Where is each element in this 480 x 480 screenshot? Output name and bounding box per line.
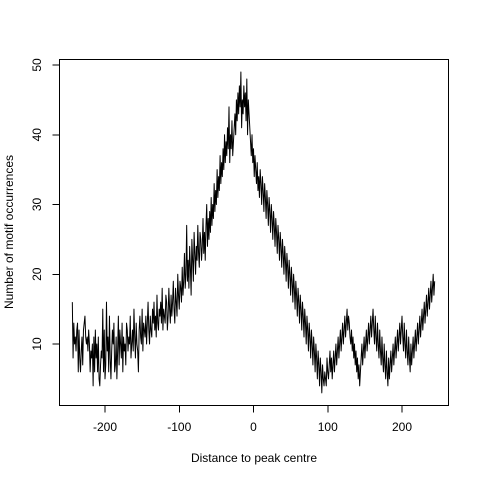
y-tick-label: 30 bbox=[30, 198, 44, 212]
x-axis-label: Distance to peak centre bbox=[191, 451, 317, 465]
y-tick-label: 40 bbox=[30, 128, 44, 142]
x-tick-label: -200 bbox=[93, 420, 117, 434]
x-axis: -200 -100 0 100 200 bbox=[93, 405, 412, 434]
x-tick-label: 0 bbox=[250, 420, 257, 434]
y-tick-label: 20 bbox=[30, 267, 44, 281]
y-axis-label: Number of motif occurrences bbox=[2, 155, 16, 309]
x-tick-label: -100 bbox=[167, 420, 191, 434]
x-tick-label: 100 bbox=[318, 420, 338, 434]
x-tick-label: 200 bbox=[392, 420, 412, 434]
y-axis: 10 20 30 40 50 bbox=[30, 58, 60, 351]
y-tick-label: 50 bbox=[30, 58, 44, 72]
y-tick-label: 10 bbox=[30, 337, 44, 351]
series-group bbox=[71, 71, 436, 394]
series-line bbox=[71, 71, 436, 394]
